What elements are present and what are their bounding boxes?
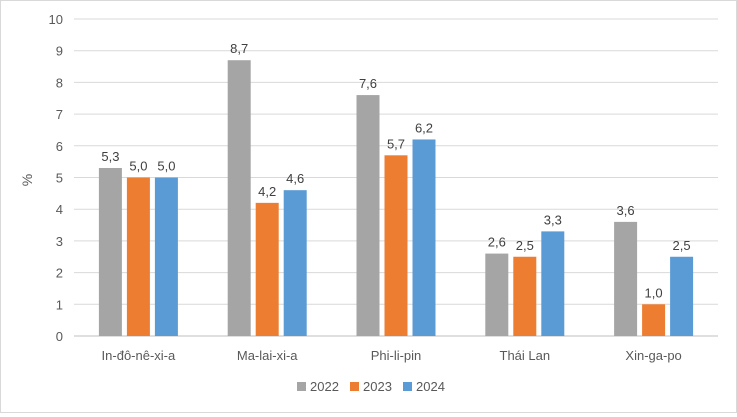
data-label: 7,6 bbox=[359, 76, 377, 91]
y-tick-label: 10 bbox=[49, 12, 63, 27]
legend-label: 2024 bbox=[416, 379, 445, 394]
x-axis: In-đô-nê-xi-a Ma-lai-xi-a Phi-li-pin Thái L… bbox=[102, 348, 682, 363]
legend-swatch-2022 bbox=[297, 382, 306, 391]
data-label: 2,5 bbox=[516, 238, 534, 253]
bar-2022 bbox=[356, 95, 380, 336]
data-label: 5,0 bbox=[157, 159, 175, 174]
bar-2023 bbox=[255, 202, 279, 336]
data-label: 2,5 bbox=[673, 238, 691, 253]
data-label: 1,0 bbox=[645, 285, 663, 300]
bars bbox=[98, 60, 694, 337]
bar-2024 bbox=[283, 190, 307, 336]
x-tick-label: Ma-lai-xi-a bbox=[237, 348, 298, 363]
bar-2022 bbox=[227, 60, 251, 337]
bar-2024 bbox=[412, 139, 436, 336]
y-tick-label: 2 bbox=[56, 266, 63, 281]
bar-2023 bbox=[126, 177, 150, 336]
data-labels: 5,3 5,0 5,0 8,7 4,2 4,6 7,6 5,7 6,2 2,6 2,5 3,3 3,6 1… bbox=[101, 41, 690, 300]
data-label: 5,7 bbox=[387, 136, 405, 151]
x-tick-label: Xin-ga-po bbox=[625, 348, 681, 363]
data-label: 8,7 bbox=[230, 41, 248, 56]
legend-swatch-2024 bbox=[403, 382, 412, 391]
legend-label: 2022 bbox=[310, 379, 339, 394]
data-label: 3,6 bbox=[617, 203, 635, 218]
y-tick-label: 8 bbox=[56, 75, 63, 90]
legend-label: 2023 bbox=[363, 379, 392, 394]
data-label: 4,6 bbox=[286, 171, 304, 186]
bar-2024 bbox=[154, 177, 178, 336]
legend: 2022 2023 2024 bbox=[297, 379, 445, 394]
bar-2023 bbox=[642, 304, 666, 336]
y-tick-label: 4 bbox=[56, 202, 63, 217]
x-tick-label: Thái Lan bbox=[500, 348, 551, 363]
bar-2024 bbox=[670, 256, 694, 336]
y-tick-label: 3 bbox=[56, 234, 63, 249]
y-tick-label: 5 bbox=[56, 171, 63, 186]
bar-2024 bbox=[541, 231, 565, 336]
x-tick-label: Phi-li-pin bbox=[371, 348, 422, 363]
bar-2023 bbox=[513, 256, 537, 336]
x-tick-label: In-đô-nê-xi-a bbox=[102, 348, 176, 363]
bar-2022 bbox=[614, 221, 638, 336]
data-label: 5,0 bbox=[129, 159, 147, 174]
y-tick-label: 6 bbox=[56, 139, 63, 154]
data-label: 2,6 bbox=[488, 235, 506, 250]
legend-swatch-2023 bbox=[350, 382, 359, 391]
y-tick-label: 1 bbox=[56, 297, 63, 312]
y-axis: 0 1 2 3 4 5 6 7 8 9 10 bbox=[49, 12, 63, 344]
data-label: 3,3 bbox=[544, 212, 562, 227]
data-label: 5,3 bbox=[101, 149, 119, 164]
y-tick-label: 7 bbox=[56, 107, 63, 122]
bar-2022 bbox=[98, 167, 122, 336]
y-axis-label: % bbox=[19, 174, 35, 186]
data-label: 6,2 bbox=[415, 120, 433, 135]
bar-2022 bbox=[485, 253, 509, 336]
data-label: 4,2 bbox=[258, 184, 276, 199]
bar-2023 bbox=[384, 155, 408, 336]
y-tick-label: 0 bbox=[56, 329, 63, 344]
y-tick-label: 9 bbox=[56, 44, 63, 59]
